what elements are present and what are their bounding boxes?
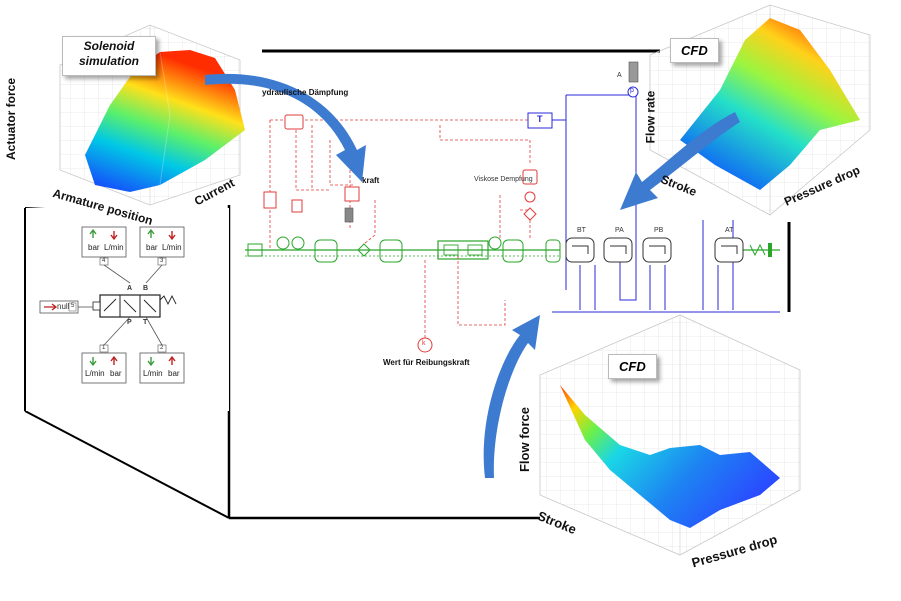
cfd-bottom-z-axis-label: Flow force — [517, 406, 533, 473]
arrow-solenoid-to-circuit — [205, 73, 366, 182]
cfd-bottom-caption: CFD — [608, 354, 657, 379]
valve-null-label: null — [57, 302, 70, 311]
workflow-arrows — [205, 73, 740, 478]
arrow-cfd-bottom-to-circuit — [483, 315, 540, 478]
valve-top-left-lmin: L/min — [104, 243, 124, 252]
a-symbol: A — [617, 72, 622, 79]
friction-label: Wert für Reibungskraft — [383, 358, 470, 367]
valve-top-left-box — [81, 226, 127, 258]
valve-num-2: 2 — [160, 345, 164, 351]
k-symbol: k — [422, 340, 426, 347]
valve-num-4: 4 — [102, 258, 106, 264]
port-label-bt: BT — [577, 227, 586, 234]
cfd-flowrate-surface — [680, 18, 860, 190]
arrow-cfd-top-to-circuit — [620, 112, 740, 210]
port-label-pb: PB — [654, 227, 664, 234]
valve-bottom-right-lmin: L/min — [143, 369, 163, 378]
valve-num-1: 1 — [102, 345, 106, 351]
cfd-flowforce-surface-plot — [539, 314, 801, 556]
cfd-top-caption: CFD — [670, 38, 719, 63]
hydraulic-circuit — [245, 61, 780, 353]
viskose-label: Viskose Dempfung — [474, 176, 533, 183]
damping-label: ydraulische Dämpfung — [262, 88, 349, 97]
valve-bottom-left-bar: bar — [110, 369, 122, 378]
solenoid-surface — [85, 50, 245, 192]
port-label-pa: PA — [615, 227, 624, 234]
valve-bottom-left-box — [81, 352, 127, 384]
valve-port-b: B — [143, 285, 149, 292]
solenoid-caption: Solenoid simulation — [62, 36, 156, 76]
valve-port-p: P — [127, 319, 132, 326]
valve-top-right-bar: bar — [146, 243, 158, 252]
valve-port-t: T — [143, 319, 148, 326]
t-block — [527, 112, 553, 129]
t-block-label: T — [537, 114, 543, 124]
port-label-at: AT — [725, 227, 734, 234]
solenoid-z-axis-label: Actuator force — [4, 77, 19, 161]
cfd-flowforce-surface — [560, 385, 780, 528]
cfd-top-z-axis-label: Flow rate — [643, 90, 658, 144]
valve-top-right-lmin: L/min — [162, 243, 182, 252]
valve-port-a: A — [127, 285, 133, 292]
valve-num-5: 5 — [71, 303, 75, 309]
valve-top-right-box — [139, 226, 185, 258]
p-symbol: p — [630, 87, 634, 94]
valve-inset — [24, 208, 229, 411]
valve-top-left-bar: bar — [88, 243, 100, 252]
valve-bottom-left-lmin: L/min — [85, 369, 105, 378]
valve-bottom-right-box — [139, 352, 185, 384]
friction-k-node — [417, 337, 433, 353]
valve-num-3: 3 — [160, 258, 164, 264]
valve-bottom-right-bar: bar — [168, 369, 180, 378]
kraft-label: kraft — [362, 176, 380, 185]
